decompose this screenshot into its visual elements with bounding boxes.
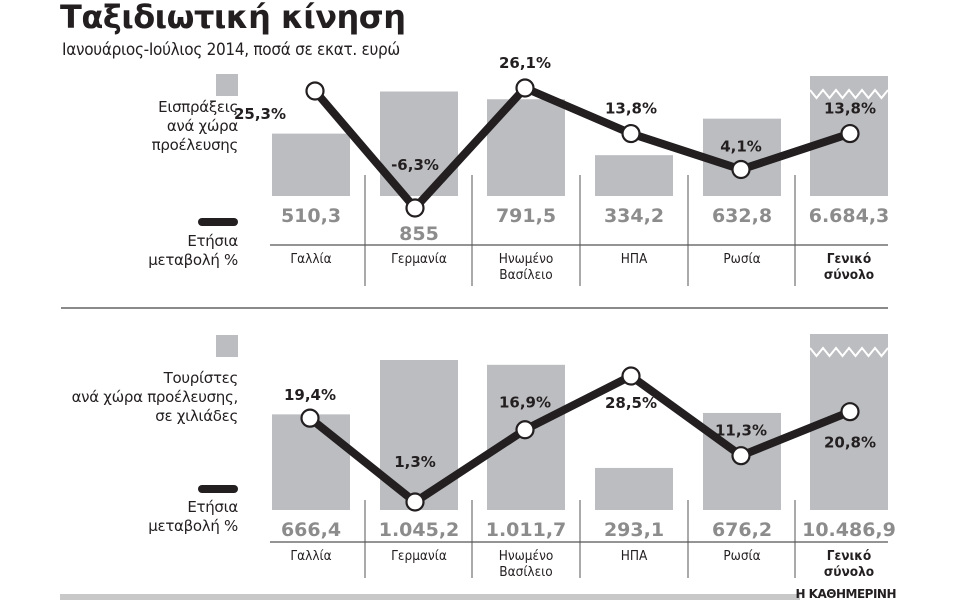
line-marker (300, 408, 320, 428)
bar-value-label: 666,4 (281, 519, 341, 541)
footer-bar (60, 594, 800, 600)
axis-break-zigzag (809, 88, 889, 100)
change-value-label: 28,5% (605, 394, 657, 412)
change-value-label: 16,9% (499, 394, 551, 412)
bar-legend-swatch (216, 335, 238, 357)
bar-value-label: 791,5 (496, 205, 556, 227)
line-legend-swatch (198, 218, 238, 226)
change-value-label: 20,8% (824, 434, 876, 452)
change-line (306, 372, 854, 506)
chart-subtitle: Ιανουάριος-Ιούλιος 2014, ποσά σε εκατ. ε… (62, 40, 400, 60)
revenue-chart: 510,3 855 791,5 334,2 632,8 6.684,3 Γαλλία Γερμ… (234, 54, 889, 286)
line-marker (405, 492, 425, 512)
category-label: σύνολο (824, 267, 874, 283)
tourists-chart: 666,4 1.045,2 1.011,7 293,1 676,2 10.486,9 Γαλ… (270, 334, 896, 580)
line-marker (515, 420, 535, 440)
category-label: Ηνωμένο (499, 251, 554, 267)
category-label: Ηνωμένο (499, 548, 554, 564)
bar-legend-swatch (216, 74, 238, 96)
category-label: Ρωσία (723, 251, 760, 267)
line-legend-swatch (198, 485, 238, 493)
category-label: Γαλλία (290, 548, 331, 564)
bar (595, 467, 673, 510)
line-marker (515, 78, 535, 98)
change-value-label: 13,8% (605, 100, 657, 118)
bar-value-label: 10.486,9 (802, 519, 896, 541)
category-label: Γενικό (827, 251, 871, 267)
change-value-label: 13,8% (824, 100, 876, 118)
category-label: Γερμανία (391, 251, 447, 267)
line-legend-label: Ετήσια μεταβολή % (148, 498, 238, 535)
bar (272, 414, 350, 510)
bar-value-label: 1.045,2 (379, 519, 460, 541)
line-marker (840, 123, 860, 144)
change-value-label: -6,3% (391, 156, 439, 174)
chart-title: Ταξιδιωτική κίνηση (60, 0, 406, 36)
category-label: Γαλλία (290, 251, 331, 267)
change-value-label: 1,3% (394, 453, 436, 471)
bar (595, 155, 673, 196)
category-label: ΗΠΑ (621, 251, 648, 267)
axis-break-zigzag (809, 346, 889, 358)
line-marker (305, 81, 325, 101)
category-label: Βασίλειο (499, 267, 552, 283)
category-label: Γερμανία (391, 548, 447, 564)
line-marker (731, 159, 751, 180)
category-label: Γενικό (827, 548, 871, 564)
bar-value-label: 6.684,3 (809, 205, 890, 227)
bar-value-label: 676,2 (712, 519, 772, 541)
bar-legend-label: Εισπράξεις ανά χώρα προέλευσης (151, 98, 239, 154)
bar-value-label: 632,8 (712, 205, 772, 227)
change-value-label: 26,1% (499, 54, 551, 72)
line-marker (840, 402, 860, 422)
change-value-label: 4,1% (720, 137, 762, 155)
bar-legend-label: Τουρίστες ανά χώρα προέλευσης, σε χιλιάδ… (71, 369, 239, 425)
category-label: Ρωσία (723, 548, 760, 564)
line-marker (621, 123, 641, 144)
bar-value-label: 334,2 (604, 205, 664, 227)
section-divider (61, 307, 888, 309)
change-value-label: 25,3% (234, 105, 286, 123)
change-value-label: 11,3% (715, 422, 767, 440)
bar (272, 133, 350, 196)
bar-value-label: 1.011,7 (486, 519, 567, 541)
category-label: ΗΠΑ (621, 548, 648, 564)
category-label: Βασίλειο (499, 564, 552, 580)
change-line (311, 84, 854, 212)
publisher-brand: Η ΚΑΘΗΜΕΡΙΝΗ (795, 587, 896, 601)
bar-value-label: 293,1 (604, 519, 664, 541)
bar-value-label: 510,3 (281, 205, 341, 227)
line-legend-label: Ετήσια μεταβολή % (148, 232, 238, 269)
category-label: σύνολο (824, 564, 874, 580)
line-marker (621, 366, 641, 386)
line-marker (405, 198, 425, 218)
bar-value-label: 855 (399, 223, 439, 245)
change-value-label: 19,4% (284, 386, 336, 404)
line-marker (731, 446, 751, 466)
